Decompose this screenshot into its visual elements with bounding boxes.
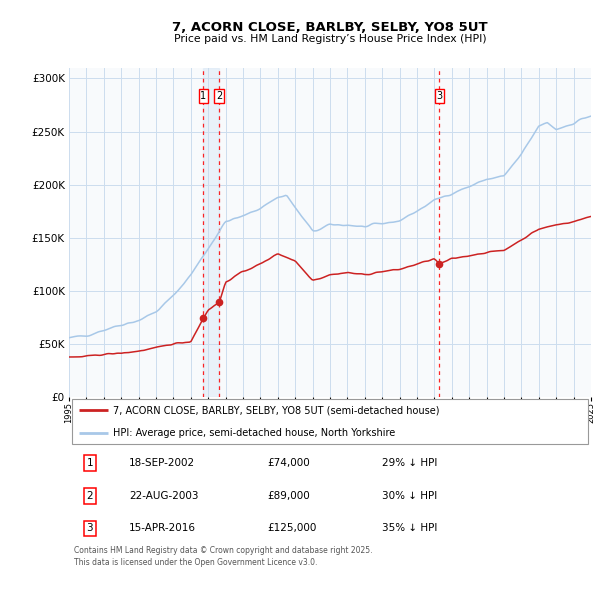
Text: 15-APR-2016: 15-APR-2016: [129, 523, 196, 533]
Text: HPI: Average price, semi-detached house, North Yorkshire: HPI: Average price, semi-detached house,…: [113, 428, 395, 438]
Text: 2: 2: [216, 91, 223, 101]
Text: 1: 1: [86, 458, 93, 468]
Text: 7, ACORN CLOSE, BARLBY, SELBY, YO8 5UT (semi-detached house): 7, ACORN CLOSE, BARLBY, SELBY, YO8 5UT (…: [113, 405, 440, 415]
Text: 2: 2: [86, 491, 93, 501]
Text: 3: 3: [86, 523, 93, 533]
Text: 22-AUG-2003: 22-AUG-2003: [129, 491, 199, 501]
Text: 1: 1: [200, 91, 206, 101]
Text: Contains HM Land Registry data © Crown copyright and database right 2025.
This d: Contains HM Land Registry data © Crown c…: [74, 546, 373, 568]
Text: 35% ↓ HPI: 35% ↓ HPI: [382, 523, 437, 533]
Text: 7, ACORN CLOSE, BARLBY, SELBY, YO8 5UT: 7, ACORN CLOSE, BARLBY, SELBY, YO8 5UT: [172, 21, 488, 34]
Text: Price paid vs. HM Land Registry’s House Price Index (HPI): Price paid vs. HM Land Registry’s House …: [173, 34, 487, 44]
Text: £125,000: £125,000: [268, 523, 317, 533]
Text: 29% ↓ HPI: 29% ↓ HPI: [382, 458, 437, 468]
Bar: [203, 68, 220, 396]
Text: 18-SEP-2002: 18-SEP-2002: [129, 458, 195, 468]
Text: 3: 3: [436, 91, 443, 101]
Text: £89,000: £89,000: [268, 491, 310, 501]
Text: £74,000: £74,000: [268, 458, 310, 468]
FancyBboxPatch shape: [71, 399, 589, 444]
Text: 30% ↓ HPI: 30% ↓ HPI: [382, 491, 437, 501]
